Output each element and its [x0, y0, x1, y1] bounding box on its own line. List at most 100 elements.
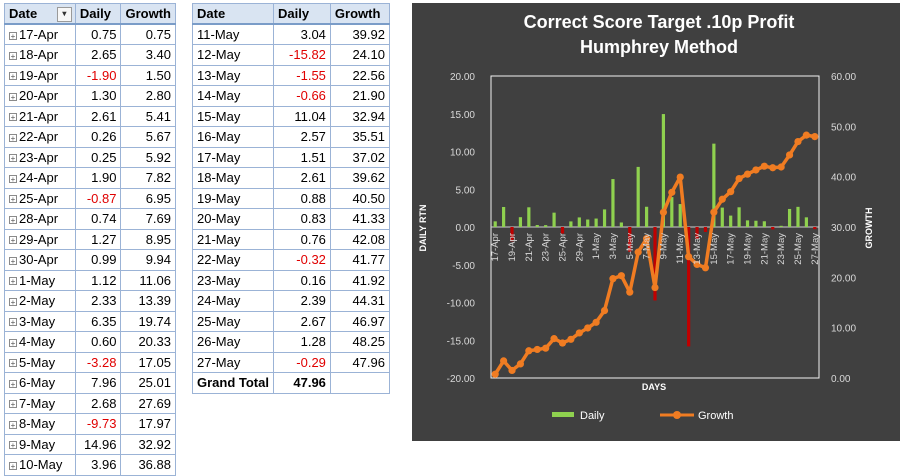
expand-plus-icon[interactable]: + [9, 51, 17, 61]
table-row[interactable]: 26-May 1.28 48.25 [192, 331, 391, 353]
growth-cell[interactable]: 24.10 [329, 44, 391, 66]
table-row[interactable]: +20-Apr 1.30 2.80 [4, 85, 176, 107]
table-row[interactable]: 20-May 0.83 41.33 [192, 208, 391, 230]
table-row[interactable]: 17-May 1.51 37.02 [192, 146, 391, 168]
table-row[interactable]: +19-Apr -1.90 1.50 [4, 64, 176, 86]
date-cell[interactable]: 22-May [192, 249, 274, 271]
date-cell[interactable]: 18-May [192, 167, 274, 189]
table-row[interactable]: +4-May 0.60 20.33 [4, 331, 176, 353]
date-column-header[interactable]: Date [192, 3, 274, 25]
growth-cell[interactable]: 21.90 [329, 85, 391, 107]
daily-cell[interactable]: 2.39 [272, 290, 331, 312]
growth-cell[interactable]: 37.02 [329, 146, 391, 168]
daily-cell[interactable]: 0.26 [74, 126, 122, 148]
daily-cell[interactable]: 14.96 [74, 433, 122, 455]
table-row[interactable]: +21-Apr 2.61 5.41 [4, 105, 176, 127]
table-row[interactable]: 12-May -15.82 24.10 [192, 44, 391, 66]
daily-cell[interactable]: 0.99 [74, 249, 122, 271]
date-cell[interactable]: 21-May [192, 228, 274, 250]
table-row[interactable]: 27-May -0.29 47.96 [192, 351, 391, 373]
daily-cell[interactable]: 3.96 [74, 454, 122, 476]
growth-column-header[interactable]: Growth [120, 3, 176, 25]
expand-plus-icon[interactable]: + [9, 154, 17, 164]
date-cell[interactable]: 26-May [192, 331, 274, 353]
table-row[interactable]: +17-Apr 0.75 0.75 [4, 23, 176, 45]
table-row[interactable]: +10-May 3.96 36.88 [4, 454, 176, 476]
combo-chart[interactable]: Correct Score Target .10p Profit Humphre… [412, 3, 900, 441]
expand-plus-icon[interactable]: + [9, 420, 17, 430]
expand-plus-icon[interactable]: + [9, 318, 17, 328]
growth-cell[interactable]: 9.94 [120, 249, 176, 271]
filter-dropdown-icon[interactable]: ▾ [56, 7, 72, 22]
table-row[interactable]: 15-May 11.04 32.94 [192, 105, 391, 127]
date-cell[interactable]: +6-May [4, 372, 76, 394]
table-row[interactable]: +28-Apr 0.74 7.69 [4, 208, 176, 230]
date-cell[interactable]: +21-Apr [4, 105, 76, 127]
expand-plus-icon[interactable]: + [9, 338, 17, 348]
expand-plus-icon[interactable]: + [9, 400, 17, 410]
date-cell[interactable]: +17-Apr [4, 23, 76, 45]
table-row[interactable]: 25-May 2.67 46.97 [192, 310, 391, 332]
growth-cell[interactable]: 41.92 [329, 269, 391, 291]
date-cell[interactable]: +2-May [4, 290, 76, 312]
expand-plus-icon[interactable]: + [9, 359, 17, 369]
growth-cell[interactable]: 2.80 [120, 85, 176, 107]
date-cell[interactable]: +30-Apr [4, 249, 76, 271]
growth-cell[interactable]: 13.39 [120, 290, 176, 312]
date-cell[interactable]: 27-May [192, 351, 274, 373]
table-row[interactable]: 22-May -0.32 41.77 [192, 249, 391, 271]
daily-cell[interactable]: 0.60 [74, 331, 122, 353]
table-row[interactable]: 24-May 2.39 44.31 [192, 290, 391, 312]
table-row[interactable]: +5-May -3.28 17.05 [4, 351, 176, 373]
daily-cell[interactable]: 3.04 [272, 23, 331, 45]
expand-plus-icon[interactable]: + [9, 441, 17, 451]
expand-plus-icon[interactable]: + [9, 92, 17, 102]
daily-cell[interactable]: -0.66 [272, 85, 331, 107]
table-row[interactable]: 14-May -0.66 21.90 [192, 85, 391, 107]
growth-cell[interactable]: 27.69 [120, 392, 176, 414]
daily-cell[interactable]: 2.65 [74, 44, 122, 66]
date-cell[interactable]: +5-May [4, 351, 76, 373]
table-row[interactable]: +24-Apr 1.90 7.82 [4, 167, 176, 189]
growth-cell[interactable]: 17.05 [120, 351, 176, 373]
growth-cell[interactable]: 41.33 [329, 208, 391, 230]
daily-cell[interactable]: 2.61 [74, 105, 122, 127]
expand-plus-icon[interactable]: + [9, 215, 17, 225]
daily-cell[interactable]: -1.55 [272, 64, 331, 86]
daily-cell[interactable]: -3.28 [74, 351, 122, 373]
growth-cell[interactable]: 44.31 [329, 290, 391, 312]
expand-plus-icon[interactable]: + [9, 277, 17, 287]
date-cell[interactable]: +8-May [4, 413, 76, 435]
expand-plus-icon[interactable]: + [9, 113, 17, 123]
growth-cell[interactable]: 1.50 [120, 64, 176, 86]
expand-plus-icon[interactable]: + [9, 72, 17, 82]
date-cell[interactable]: +1-May [4, 269, 76, 291]
growth-cell[interactable]: 22.56 [329, 64, 391, 86]
daily-cell[interactable]: 0.88 [272, 187, 331, 209]
table-row[interactable]: +22-Apr 0.26 5.67 [4, 126, 176, 148]
growth-cell[interactable]: 39.62 [329, 167, 391, 189]
daily-cell[interactable]: -1.90 [74, 64, 122, 86]
daily-cell[interactable]: 2.68 [74, 392, 122, 414]
table-row[interactable]: +30-Apr 0.99 9.94 [4, 249, 176, 271]
date-cell[interactable]: +3-May [4, 310, 76, 332]
table-row[interactable]: +1-May 1.12 11.06 [4, 269, 176, 291]
date-cell[interactable]: +20-Apr [4, 85, 76, 107]
expand-plus-icon[interactable]: + [9, 297, 17, 307]
legend[interactable]: Daily Growth [552, 410, 733, 422]
table-row[interactable]: +9-May 14.96 32.92 [4, 433, 176, 455]
growth-cell[interactable]: 41.77 [329, 249, 391, 271]
date-cell[interactable]: +25-Apr [4, 187, 76, 209]
growth-cell[interactable]: 19.74 [120, 310, 176, 332]
date-cell[interactable]: 19-May [192, 187, 274, 209]
growth-cell[interactable]: 48.25 [329, 331, 391, 353]
date-cell[interactable]: 20-May [192, 208, 274, 230]
daily-cell[interactable]: -0.87 [74, 187, 122, 209]
date-cell[interactable]: +7-May [4, 392, 76, 414]
daily-cell[interactable]: 1.12 [74, 269, 122, 291]
growth-cell[interactable]: 46.97 [329, 310, 391, 332]
daily-cell[interactable]: -0.29 [272, 351, 331, 373]
table-row[interactable]: 13-May -1.55 22.56 [192, 64, 391, 86]
growth-cell[interactable]: 40.50 [329, 187, 391, 209]
date-cell[interactable]: +24-Apr [4, 167, 76, 189]
